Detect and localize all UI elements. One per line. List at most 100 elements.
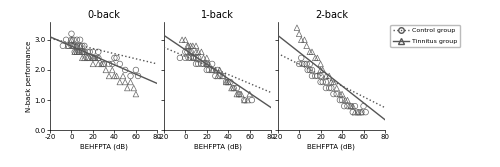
Point: [308, 51, 316, 53]
Point: [189, 57, 197, 59]
Point: [182, 38, 190, 41]
Point: [295, 63, 303, 65]
Point: [70, 51, 78, 53]
Point: [73, 44, 81, 47]
Point: [216, 69, 224, 71]
Point: [100, 63, 108, 65]
Point: [311, 57, 319, 59]
Point: [78, 44, 86, 47]
Point: [358, 111, 366, 114]
Point: [186, 51, 194, 53]
Point: [80, 51, 88, 53]
Point: [344, 105, 351, 108]
Point: [126, 81, 134, 83]
Point: [362, 111, 370, 114]
Point: [308, 69, 316, 71]
Point: [189, 44, 197, 47]
Point: [89, 51, 97, 53]
Point: [192, 51, 200, 53]
Point: [298, 63, 306, 65]
Point: [91, 57, 99, 59]
Point: [360, 105, 368, 108]
Point: [297, 57, 305, 59]
Point: [230, 87, 237, 89]
Point: [112, 75, 120, 77]
Point: [184, 51, 192, 53]
Point: [68, 38, 76, 41]
Point: [222, 81, 230, 83]
Title: 1-back: 1-back: [201, 10, 234, 20]
Point: [351, 105, 359, 108]
Point: [295, 32, 303, 35]
Point: [304, 69, 312, 71]
Point: [89, 57, 97, 59]
Point: [226, 81, 234, 83]
Point: [178, 38, 186, 41]
Point: [76, 44, 84, 47]
Point: [214, 69, 222, 71]
Point: [230, 87, 237, 89]
Point: [240, 99, 248, 101]
Point: [130, 87, 138, 89]
Point: [62, 38, 70, 41]
Point: [219, 75, 227, 77]
Point: [351, 111, 359, 114]
Point: [94, 57, 102, 59]
Point: [94, 51, 102, 53]
Point: [110, 57, 118, 59]
Point: [308, 75, 316, 77]
Point: [346, 105, 354, 108]
Point: [346, 105, 354, 108]
Point: [194, 63, 202, 65]
Point: [84, 57, 92, 59]
Point: [194, 51, 202, 53]
Point: [70, 44, 78, 47]
Point: [98, 63, 106, 65]
Point: [186, 44, 194, 47]
Point: [205, 63, 213, 65]
Point: [316, 63, 324, 65]
Point: [73, 51, 81, 53]
Point: [235, 93, 243, 95]
Point: [338, 93, 346, 95]
Point: [208, 63, 216, 65]
Point: [200, 63, 207, 65]
Point: [68, 44, 76, 47]
Point: [78, 51, 86, 53]
Point: [203, 63, 211, 65]
Point: [132, 69, 140, 71]
Point: [68, 32, 76, 35]
X-axis label: BEHFPTA (dB): BEHFPTA (dB): [194, 143, 242, 150]
Point: [208, 69, 216, 71]
Point: [102, 69, 110, 71]
Point: [214, 75, 222, 77]
Point: [116, 81, 124, 83]
Point: [212, 69, 220, 71]
Point: [203, 63, 211, 65]
Point: [336, 99, 344, 101]
Y-axis label: N-back performance: N-back performance: [26, 40, 32, 112]
Point: [228, 87, 235, 89]
Point: [342, 99, 349, 101]
Point: [208, 69, 216, 71]
Point: [297, 38, 305, 41]
Point: [246, 93, 254, 95]
Point: [358, 111, 366, 114]
Point: [190, 57, 198, 59]
Point: [322, 87, 330, 89]
Point: [182, 57, 190, 59]
Point: [80, 44, 88, 47]
Point: [306, 63, 314, 65]
Point: [94, 63, 102, 65]
Point: [349, 105, 357, 108]
Point: [325, 75, 333, 77]
Point: [205, 69, 213, 71]
Point: [200, 57, 207, 59]
Point: [233, 93, 241, 95]
Point: [330, 81, 338, 83]
Point: [176, 57, 184, 59]
Point: [64, 44, 72, 47]
Point: [216, 75, 224, 77]
Point: [78, 51, 86, 53]
Point: [338, 99, 346, 101]
